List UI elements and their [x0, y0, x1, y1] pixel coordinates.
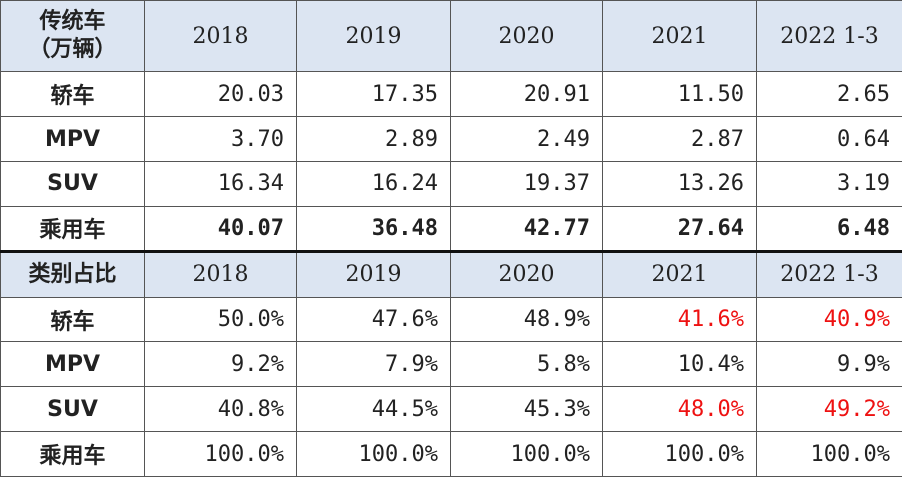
share-cell: 100.0%: [450, 431, 603, 477]
volume-cell: 3.70: [144, 116, 297, 163]
row-label: SUV: [0, 386, 145, 433]
volume-header-label-line2: （万辆）: [28, 37, 117, 63]
year-header-2022q1: 2022 1-3: [756, 0, 902, 73]
volume-cell: 2.49: [450, 116, 603, 163]
volume-cell: 17.35: [296, 71, 451, 118]
share-row-mpv: MPV 9.2% 7.9% 5.8% 10.4% 9.9%: [0, 341, 902, 388]
share-cell: 40.8%: [144, 386, 297, 433]
volume-cell: 3.19: [756, 161, 902, 207]
volume-header-row: 传统车 （万辆） 2018 2019 2020 2021 2022 1-3: [0, 0, 902, 73]
share-row-sedan: 轿车 50.0% 47.6% 48.9% 41.6% 40.9%: [0, 296, 902, 343]
share-cell: 10.4%: [602, 341, 757, 388]
row-label: MPV: [0, 341, 145, 388]
volume-cell: 19.37: [450, 161, 603, 207]
row-label: 乘用车: [0, 431, 145, 477]
share-cell: 100.0%: [144, 431, 297, 477]
volume-cell: 11.50: [602, 71, 757, 118]
volume-cell: 20.91: [450, 71, 603, 118]
share-cell: 9.9%: [756, 341, 902, 388]
volume-row-total: 乘用车 40.07 36.48 42.77 27.64 6.48: [0, 205, 902, 253]
share-cell: 48.9%: [450, 296, 603, 343]
share-cell: 45.3%: [450, 386, 603, 433]
year-header-2020: 2020: [450, 250, 603, 298]
volume-row-mpv: MPV 3.70 2.89 2.49 2.87 0.64: [0, 116, 902, 163]
row-label: 乘用车: [0, 205, 145, 253]
share-cell: 50.0%: [144, 296, 297, 343]
year-header-2021: 2021: [602, 0, 757, 73]
year-header-2022q1: 2022 1-3: [756, 250, 902, 298]
volume-row-suv: SUV 16.34 16.24 19.37 13.26 3.19: [0, 161, 902, 207]
row-label: SUV: [0, 161, 145, 207]
row-label: 轿车: [0, 296, 145, 343]
volume-cell: 16.34: [144, 161, 297, 207]
volume-header-label-line1: 传统车: [39, 9, 106, 35]
volume-total-cell: 40.07: [144, 205, 297, 253]
share-cell: 44.5%: [296, 386, 451, 433]
volume-cell: 13.26: [602, 161, 757, 207]
volume-row-sedan: 轿车 20.03 17.35 20.91 11.50 2.65: [0, 71, 902, 118]
share-row-suv: SUV 40.8% 44.5% 45.3% 48.0% 49.2%: [0, 386, 902, 433]
year-header-2018: 2018: [144, 0, 297, 73]
volume-header-label: 传统车 （万辆）: [0, 0, 145, 73]
share-cell: 7.9%: [296, 341, 451, 388]
share-row-total: 乘用车 100.0% 100.0% 100.0% 100.0% 100.0%: [0, 431, 902, 477]
share-cell: 100.0%: [756, 431, 902, 477]
volume-cell: 2.65: [756, 71, 902, 118]
share-cell: 9.2%: [144, 341, 297, 388]
volume-total-cell: 42.77: [450, 205, 603, 253]
share-cell: 100.0%: [296, 431, 451, 477]
volume-total-cell: 27.64: [602, 205, 757, 253]
share-cell-highlight: 40.9%: [756, 296, 902, 343]
row-label: 轿车: [0, 71, 145, 118]
volume-cell: 2.89: [296, 116, 451, 163]
share-cell: 47.6%: [296, 296, 451, 343]
volume-cell: 2.87: [602, 116, 757, 163]
year-header-2021: 2021: [602, 250, 757, 298]
share-header-label: 类别占比: [0, 250, 145, 298]
year-header-2020: 2020: [450, 0, 603, 73]
volume-cell: 20.03: [144, 71, 297, 118]
year-header-2019: 2019: [296, 250, 451, 298]
volume-total-cell: 6.48: [756, 205, 902, 253]
volume-total-cell: 36.48: [296, 205, 451, 253]
share-cell-highlight: 41.6%: [602, 296, 757, 343]
volume-cell: 0.64: [756, 116, 902, 163]
share-header-row: 类别占比 2018 2019 2020 2021 2022 1-3: [0, 250, 902, 298]
share-cell: 100.0%: [602, 431, 757, 477]
share-cell: 5.8%: [450, 341, 603, 388]
year-header-2018: 2018: [144, 250, 297, 298]
share-cell-highlight: 48.0%: [602, 386, 757, 433]
row-label: MPV: [0, 116, 145, 163]
share-cell-highlight: 49.2%: [756, 386, 902, 433]
year-header-2019: 2019: [296, 0, 451, 73]
volume-cell: 16.24: [296, 161, 451, 207]
